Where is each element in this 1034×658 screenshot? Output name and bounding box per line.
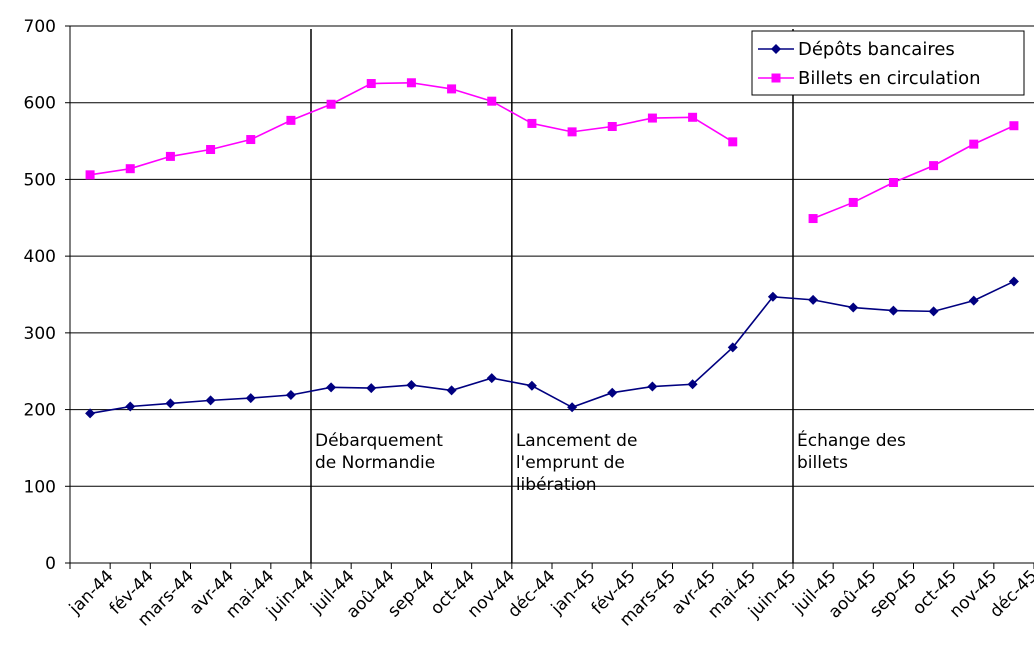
y-tick-label: 0 — [45, 554, 56, 574]
y-tick-label: 300 — [24, 324, 56, 344]
data-point — [206, 145, 216, 155]
series-line — [89, 280, 1015, 415]
y-axis-ticks: 0 100 200 300 400 500 600 700 — [24, 17, 70, 574]
data-point — [366, 383, 377, 394]
data-point — [85, 170, 95, 180]
data-point — [727, 342, 738, 353]
annotation-label-line: Échange des — [797, 429, 906, 451]
data-point — [771, 44, 781, 54]
annotation-label-line: libération — [516, 475, 597, 495]
data-point — [165, 398, 176, 409]
data-point — [326, 382, 337, 393]
data-point — [1008, 276, 1019, 287]
data-point — [406, 78, 416, 88]
data-point — [607, 121, 617, 131]
data-point — [808, 214, 818, 224]
data-point — [85, 408, 96, 419]
data-point — [567, 402, 578, 413]
data-point — [567, 127, 577, 137]
data-point — [486, 373, 497, 384]
data-point — [928, 306, 939, 317]
data-point — [527, 118, 537, 128]
data-point — [767, 291, 778, 302]
annotation-label-line: Lancement de — [516, 431, 638, 451]
legend-label: Dépôts bancaires — [798, 39, 955, 60]
data-point — [848, 197, 858, 207]
data-point — [526, 380, 537, 391]
x-axis-ticks: jan-44fév-44mars-44avr-44mai-44juin-44ju… — [65, 563, 1034, 630]
y-tick-label: 400 — [24, 247, 56, 267]
data-point — [687, 379, 698, 390]
legend: Dépôts bancaires Billets en circulation — [751, 30, 1025, 96]
y-tick-label: 200 — [24, 401, 56, 421]
data-point — [771, 73, 781, 83]
y-tick-label: 100 — [24, 477, 56, 497]
series-billets-en-circulation — [85, 78, 1019, 224]
data-point — [205, 395, 216, 406]
data-point — [165, 151, 175, 161]
data-point — [688, 112, 698, 122]
series-line — [89, 81, 734, 176]
data-point — [406, 380, 417, 391]
data-point — [366, 79, 376, 89]
data-point — [285, 389, 296, 400]
data-point — [1009, 121, 1019, 131]
annotation-label-line: de Normandie — [315, 453, 435, 473]
data-point — [246, 135, 256, 145]
series-line — [812, 125, 1015, 220]
data-point — [929, 161, 939, 171]
data-point — [728, 137, 738, 147]
data-point — [888, 305, 899, 316]
annotations: Débarquement de Normandie Lancement de l'em… — [310, 29, 906, 563]
y-tick-label: 600 — [24, 94, 56, 114]
data-point — [245, 393, 256, 404]
data-point — [446, 385, 457, 396]
y-tick-label: 500 — [24, 170, 56, 190]
data-point — [487, 96, 497, 106]
annotation-label: Débarquement de Normandie — [315, 431, 443, 473]
data-point — [808, 294, 819, 305]
legend-item: Billets en circulation — [758, 68, 981, 89]
data-point — [125, 401, 136, 412]
x-tick-label: jan-44 — [65, 566, 118, 619]
data-point — [888, 177, 898, 187]
data-point — [968, 295, 979, 306]
series-depots-bancaires — [85, 276, 1019, 419]
annotation-label-line: Débarquement — [315, 431, 443, 451]
data-point — [286, 115, 296, 125]
gridlines — [70, 25, 1034, 487]
annotation-label: Lancement de l'emprunt de libération — [516, 431, 638, 495]
data-point — [647, 381, 658, 392]
annotation-label: Échange des billets — [797, 429, 906, 473]
series-group — [85, 78, 1019, 419]
data-point — [125, 164, 135, 174]
legend-item: Dépôts bancaires — [758, 39, 955, 60]
data-point — [326, 99, 336, 109]
y-tick-label: 700 — [24, 17, 56, 37]
data-point — [647, 113, 657, 123]
annotation-label-line: billets — [797, 453, 848, 473]
x-tick-label: jan-45 — [547, 566, 600, 619]
data-point — [447, 84, 457, 94]
data-point — [969, 139, 979, 149]
annotation-label-line: l'emprunt de — [516, 453, 625, 473]
data-point — [607, 387, 618, 398]
legend-box — [751, 30, 1025, 96]
legend-label: Billets en circulation — [798, 68, 981, 89]
data-point — [848, 302, 859, 313]
